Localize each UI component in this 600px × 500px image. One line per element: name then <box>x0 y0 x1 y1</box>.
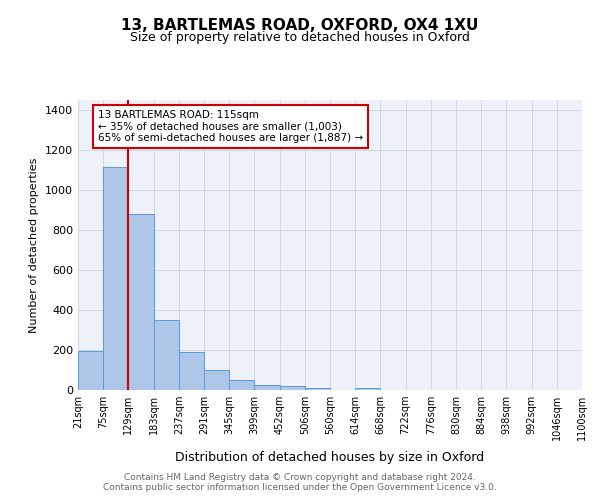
Bar <box>355 388 380 390</box>
Y-axis label: Number of detached properties: Number of detached properties <box>29 158 40 332</box>
Bar <box>204 370 229 390</box>
Bar <box>305 388 330 390</box>
Bar <box>179 352 204 390</box>
Bar <box>280 386 305 390</box>
Bar <box>154 320 179 390</box>
Bar <box>229 380 254 390</box>
Text: Contains HM Land Registry data © Crown copyright and database right 2024.
Contai: Contains HM Land Registry data © Crown c… <box>103 473 497 492</box>
Text: Size of property relative to detached houses in Oxford: Size of property relative to detached ho… <box>130 31 470 44</box>
Text: 13, BARTLEMAS ROAD, OXFORD, OX4 1XU: 13, BARTLEMAS ROAD, OXFORD, OX4 1XU <box>121 18 479 32</box>
Text: 13 BARTLEMAS ROAD: 115sqm
← 35% of detached houses are smaller (1,003)
65% of se: 13 BARTLEMAS ROAD: 115sqm ← 35% of detac… <box>98 110 363 143</box>
Bar <box>78 350 103 390</box>
Bar <box>128 214 154 390</box>
Bar <box>103 167 128 390</box>
X-axis label: Distribution of detached houses by size in Oxford: Distribution of detached houses by size … <box>175 451 485 464</box>
Bar <box>254 385 280 390</box>
